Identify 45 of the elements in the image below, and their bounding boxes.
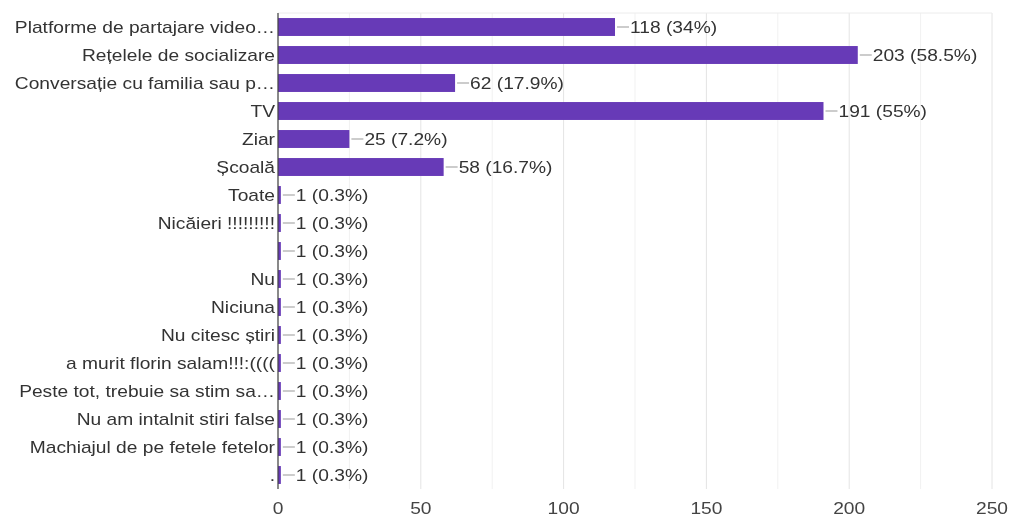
y-tick-label: Conversație cu familia sau p… (14, 74, 275, 93)
bar (278, 46, 858, 64)
data-label: 1 (0.3%) (295, 326, 369, 345)
bar (278, 130, 350, 148)
x-tick-label: 0 (272, 499, 284, 518)
bar (278, 18, 616, 36)
data-label: 25 (7.2%) (364, 130, 448, 149)
data-label: 1 (0.3%) (295, 354, 369, 373)
data-label: 1 (0.3%) (295, 438, 369, 457)
x-tick-label: 100 (547, 499, 580, 518)
y-tick-label: TV (250, 102, 276, 121)
y-tick-label: Toate (228, 186, 276, 205)
y-tick-label: . (269, 466, 275, 485)
y-tick-label: Nu citesc știri (160, 326, 275, 345)
data-label: 191 (55%) (838, 102, 928, 121)
data-label: 1 (0.3%) (295, 410, 369, 429)
data-label: 62 (17.9%) (470, 74, 564, 93)
data-label: 1 (0.3%) (295, 242, 369, 261)
y-tick-label: Nicăieri !!!!!!!!! (157, 214, 275, 233)
bar (278, 74, 456, 92)
data-label: 1 (0.3%) (295, 214, 369, 233)
data-label: 1 (0.3%) (295, 382, 369, 401)
y-tick-label: Platforme de partajare video… (14, 18, 275, 37)
data-label: 1 (0.3%) (295, 270, 369, 289)
y-tick-label: Peste tot, trebuie sa stim sa… (19, 382, 275, 401)
data-label: 1 (0.3%) (295, 298, 369, 317)
y-tick-label: Niciuna (211, 298, 276, 317)
y-tick-label: Machiajul de pe fetele fetelor (29, 438, 276, 457)
data-label: 1 (0.3%) (295, 186, 369, 205)
data-label: 203 (58.5%) (872, 46, 978, 65)
x-tick-label: 50 (410, 499, 432, 518)
data-label: 118 (34%) (630, 18, 718, 37)
bar (278, 158, 444, 176)
x-tick-label: 150 (690, 499, 723, 518)
data-label: 1 (0.3%) (295, 466, 369, 485)
y-tick-label: Nu am intalnit stiri false (76, 410, 276, 429)
x-tick-label: 200 (833, 499, 866, 518)
y-tick-label: Școală (216, 158, 276, 177)
data-label: 58 (16.7%) (458, 158, 553, 177)
x-tick-label: 250 (975, 499, 1009, 518)
y-tick-label: Rețelele de socializare (82, 46, 276, 65)
bar (278, 102, 824, 120)
y-tick-label: Nu (250, 270, 275, 289)
y-tick-label: Ziar (241, 130, 276, 149)
y-tick-label: a murit florin salam!!!:(((( (66, 354, 276, 373)
